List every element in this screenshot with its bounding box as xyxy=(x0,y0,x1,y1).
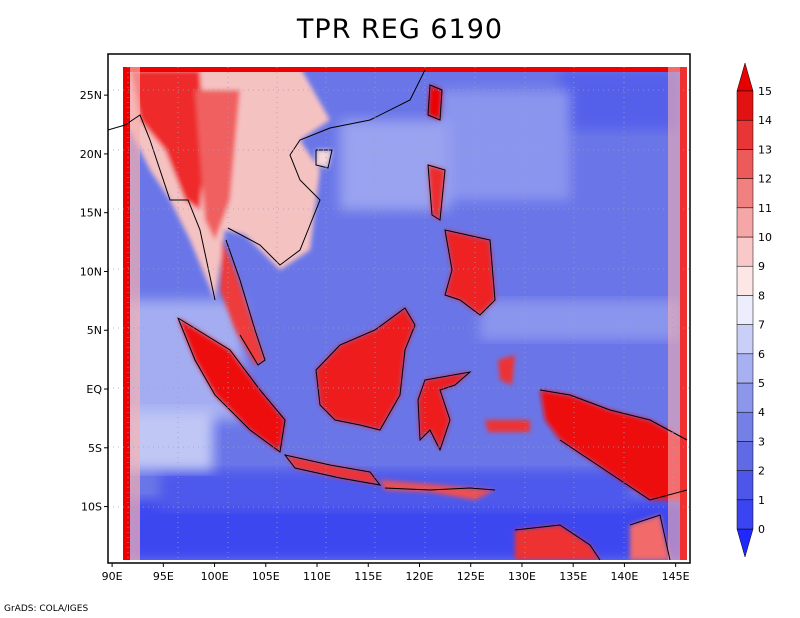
colorbar-swatch xyxy=(736,353,754,384)
colorbar-label: 5 xyxy=(758,377,765,390)
colorbar-swatch xyxy=(736,178,754,209)
x-tick-label: 145E xyxy=(662,570,690,583)
map-title: TPR REG 6190 xyxy=(296,14,504,45)
colorbar-swatch xyxy=(736,119,754,150)
x-tick-label: 100E xyxy=(201,570,229,583)
colorbar-swatch xyxy=(736,441,754,471)
colorbar-swatch xyxy=(736,382,754,413)
y-tick-label: 5N xyxy=(87,324,102,337)
colorbar-swatch xyxy=(736,499,754,530)
colorbar-swatch xyxy=(736,90,754,121)
colorbar-swatch xyxy=(736,324,754,355)
colorbar-top-arrow xyxy=(736,62,754,92)
colorbar-swatch xyxy=(736,411,754,442)
colorbar-swatch xyxy=(736,470,754,501)
plot-frame xyxy=(107,53,691,564)
y-tick-label: 10S xyxy=(81,501,102,514)
colorbar-swatch xyxy=(736,236,754,267)
x-tick-label: 90E xyxy=(102,570,123,583)
y-axis: 25N 20N 15N 10N 5N EQ 5S 10S xyxy=(80,89,108,514)
x-tick-label: 110E xyxy=(303,570,331,583)
colorbar-label: 11 xyxy=(758,202,772,215)
colorbar-label: 12 xyxy=(758,173,772,186)
x-tick-label: 115E xyxy=(354,570,382,583)
coastlines xyxy=(107,69,688,561)
colorbar-label: 7 xyxy=(758,319,765,332)
grid-lines xyxy=(108,67,690,560)
colorbar-label: 13 xyxy=(758,143,772,156)
x-tick-label: 95E xyxy=(153,570,174,583)
colorbar-label: 14 xyxy=(758,114,772,127)
y-tick-label: 5S xyxy=(88,442,102,455)
x-tick-label: 135E xyxy=(559,570,587,583)
colorbar-label: 8 xyxy=(758,289,765,302)
colorbar-label: 2 xyxy=(758,465,765,478)
x-tick-label: 125E xyxy=(457,570,485,583)
x-tick-label: 105E xyxy=(252,570,280,583)
field-layer xyxy=(123,67,687,560)
y-tick-label: 15N xyxy=(80,207,102,220)
colorbar-swatch xyxy=(736,207,754,238)
colorbar-label: 15 xyxy=(758,85,772,98)
x-tick-label: 140E xyxy=(610,570,638,583)
y-tick-label: 25N xyxy=(80,89,102,102)
colorbar-label: 0 xyxy=(758,523,765,536)
colorbar-label: 4 xyxy=(758,406,765,419)
colorbar-swatch xyxy=(736,265,754,296)
colorbar-label: 3 xyxy=(758,435,765,448)
colorbar-bottom-arrow xyxy=(736,528,754,558)
colorbar-swatch xyxy=(736,295,754,325)
credit-text: GrADS: COLA/IGES xyxy=(4,604,89,614)
x-tick-label: 120E xyxy=(406,570,434,583)
colorbar-label: 9 xyxy=(758,260,765,273)
colorbar-swatch xyxy=(736,149,754,179)
y-tick-label: EQ xyxy=(86,383,102,396)
colorbar-label: 10 xyxy=(758,231,772,244)
y-tick-label: 10N xyxy=(80,265,102,278)
x-axis: 90E 95E 100E 105E 110E 115E 120E 125E 130E 135E 14… xyxy=(102,563,690,583)
colorbar-label: 6 xyxy=(758,348,765,361)
y-tick-label: 20N xyxy=(80,148,102,161)
x-tick-label: 130E xyxy=(508,570,536,583)
colorbar-label: 1 xyxy=(758,494,765,507)
